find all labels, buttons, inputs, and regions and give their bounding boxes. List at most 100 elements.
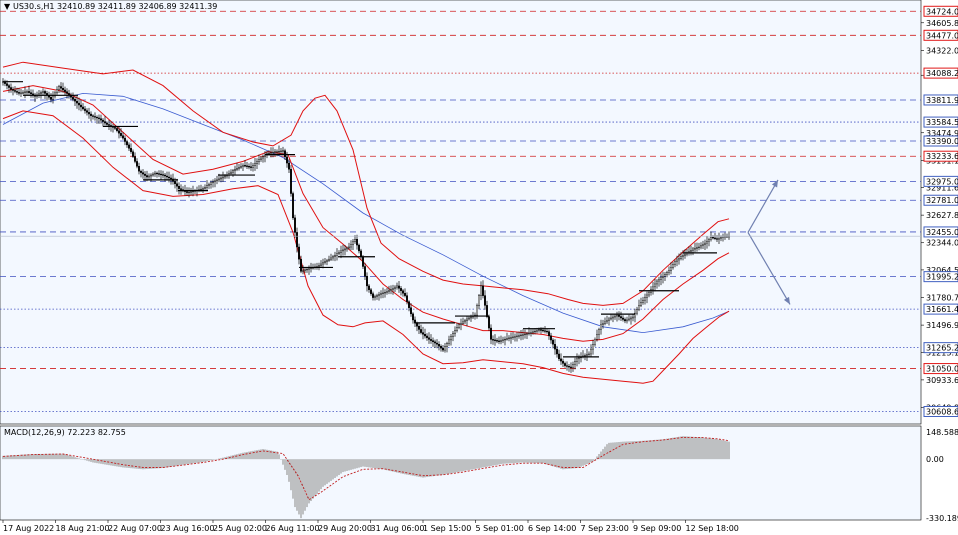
candle-body [237,167,240,169]
macd-bar [516,459,518,463]
candle-body [696,247,699,249]
candle-body [159,173,162,176]
candle-body [600,324,603,330]
candle-body [712,237,715,239]
collapse-triangle-icon[interactable]: ▼ [4,2,11,11]
candle-body [284,150,287,158]
macd-bar [244,452,246,460]
macd-bar [638,440,640,460]
candle-body [624,319,627,322]
macd-bar [224,457,226,460]
price-tick-label: 34322.00 [926,46,958,55]
candle-body [550,335,553,341]
candle-body [410,307,413,315]
candle-body [65,91,68,94]
candle-body [502,339,505,341]
candle-body [684,253,687,256]
candle-body [606,320,609,323]
macd-bar [92,459,94,463]
candle-body [386,291,389,293]
macd-bar [726,441,728,460]
macd-bar [324,459,326,486]
candle-body [11,89,14,91]
candle-body [179,188,182,190]
macd-bar [640,440,642,460]
candle-body [364,266,367,277]
macd-bar [718,439,720,460]
macd-bar [716,439,718,460]
candle-body [544,330,547,332]
candle-body [233,169,236,171]
macd-bar [602,449,604,460]
candle-body [258,159,261,162]
candle-body [662,275,665,279]
candle-body [444,346,447,351]
macd-bar [470,459,472,470]
macd-bar [412,459,414,476]
macd-bar [570,459,572,469]
level-tag-label: 32781.00 [926,196,958,205]
macd-bar [652,440,654,460]
macd-bar [280,459,282,460]
candle-body [630,317,633,320]
macd-bar [212,459,214,460]
candle-body [716,238,719,240]
candle-body [658,279,661,282]
candle-body [169,177,172,180]
macd-bar [444,459,446,475]
candle-body [304,269,307,271]
candle-body [310,267,313,269]
macd-bar [278,454,280,460]
macd-bar [254,450,256,460]
level-tag [923,5,958,17]
candle-body [268,152,271,155]
macd-bar [2,455,4,460]
candle-body [340,250,343,253]
time-tick-label: 22 Aug 07:00 [108,524,162,533]
macd-bar [160,459,162,469]
macd-bar [30,454,32,460]
macd-bar [4,455,6,460]
candle-body [702,244,705,246]
candle-body [412,313,415,321]
macd-bar [318,459,320,492]
macd-bar [176,459,178,466]
candle-body [642,299,645,303]
macd-bar [360,459,362,468]
macd-bar [478,459,480,469]
macd-bar [334,459,336,478]
macd-bar [568,459,570,469]
candle-body [714,237,717,239]
macd-bar [216,458,218,460]
macd-bar [118,459,120,467]
candle-body [616,314,619,317]
macd-bar [552,459,554,467]
macd-bar [606,444,608,460]
macd-bar [192,459,194,464]
price-tick-label: 32064.50 [926,266,958,275]
macd-bar [354,459,356,469]
macd-bar [290,459,292,491]
macd-panel [0,425,922,521]
candle-body [123,137,126,142]
candle-body [704,242,707,245]
candle-body [20,92,23,94]
macd-bar [406,459,408,475]
macd-bar [274,451,276,460]
price-tick-label: 31780.70 [926,294,958,303]
level-tag [923,194,958,206]
macd-bar [320,459,322,490]
macd-bar [678,436,680,460]
candle-body [516,335,519,337]
macd-bar [316,459,318,494]
macd-bar [584,459,586,465]
candle-body [13,90,16,92]
macd-bar [434,459,436,476]
candle-body [422,332,425,335]
candle-body [436,342,439,345]
candle-body [534,330,537,333]
macd-bar [598,454,600,460]
macd-bar [166,459,168,468]
macd-bar [94,459,96,463]
